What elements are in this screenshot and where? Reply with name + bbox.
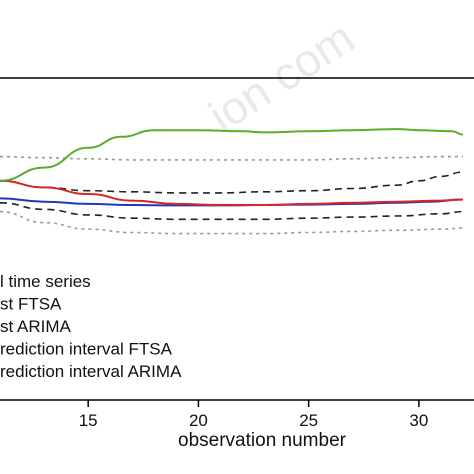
legend-label-obs: l time series bbox=[0, 272, 91, 291]
legend: l time series st FTSA st ARIMA rediction in… bbox=[0, 272, 182, 381]
series-layer bbox=[0, 128, 464, 235]
series-line-pi_ftsa_up bbox=[0, 171, 464, 194]
x-ticks: 15 20 25 30 bbox=[79, 400, 428, 430]
x-tick-label: 25 bbox=[299, 411, 318, 430]
x-tick-label: 30 bbox=[409, 411, 428, 430]
x-tick-label: 15 bbox=[79, 411, 98, 430]
series-line-pi_arima_up bbox=[0, 155, 463, 161]
series-line-obs bbox=[0, 128, 464, 182]
legend-label-arima: st ARIMA bbox=[0, 317, 72, 336]
x-tick-label: 20 bbox=[189, 411, 208, 430]
x-axis-label: observation number bbox=[178, 430, 347, 451]
legend-label-pi_arima_up: rediction interval ARIMA bbox=[0, 362, 182, 381]
series-line-pi_arima_lo bbox=[0, 210, 464, 235]
legend-label-ftsa: st FTSA bbox=[0, 295, 62, 314]
legend-label-pi_ftsa_up: rediction interval FTSA bbox=[0, 340, 173, 359]
series-line-pi_ftsa_lo bbox=[0, 202, 464, 221]
series-line-ftsa bbox=[0, 179, 464, 206]
watermark: ion com bbox=[200, 11, 363, 142]
